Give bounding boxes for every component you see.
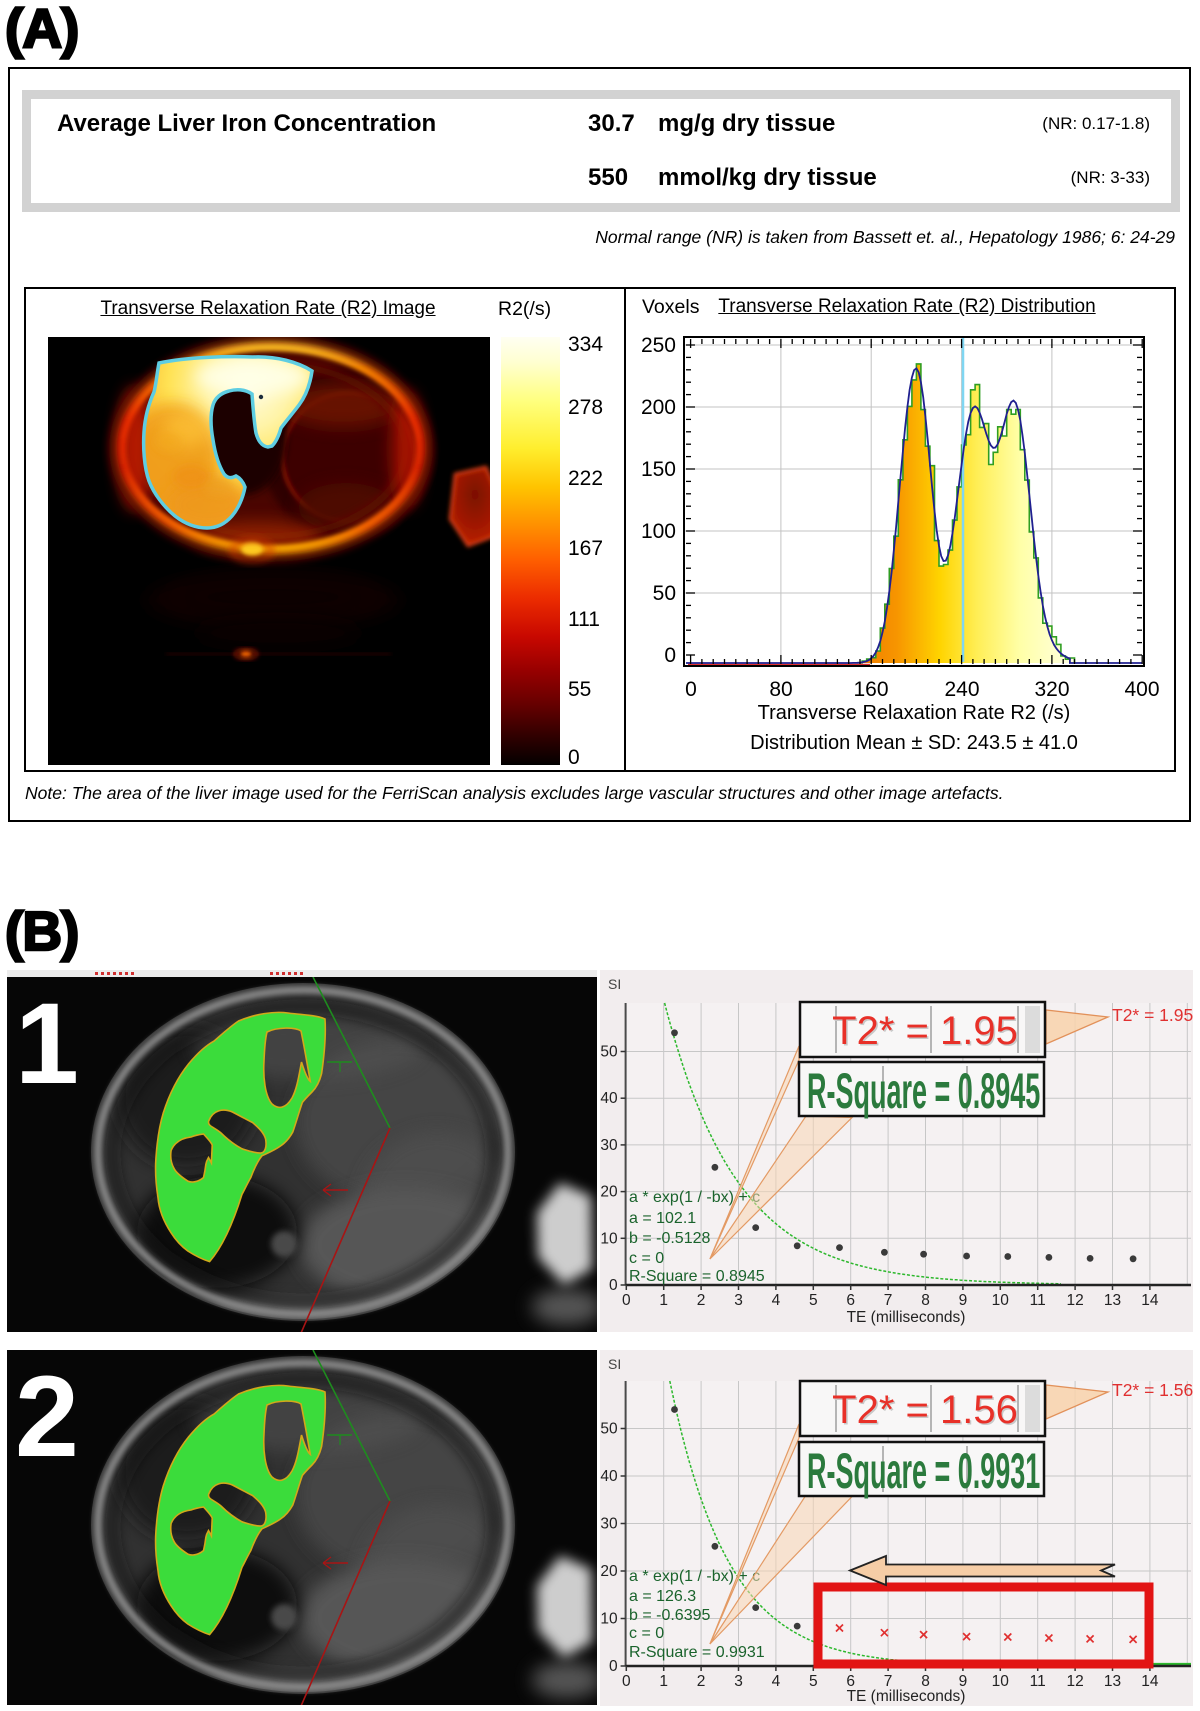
svg-text:R-Square = 0.8945: R-Square = 0.8945 [807,1063,1040,1119]
svg-text:R-Square = 0.9931: R-Square = 0.9931 [629,1644,765,1661]
svg-text:11: 11 [1030,1673,1046,1690]
svg-text:b = -0.5128: b = -0.5128 [629,1230,711,1247]
svg-text:5: 5 [809,1292,818,1309]
svg-text:20: 20 [600,1563,618,1580]
svg-text:100: 100 [641,520,676,543]
svg-text:11: 11 [1030,1292,1046,1309]
svg-text:250: 250 [641,334,676,357]
svg-text:320: 320 [1034,678,1069,701]
svg-text:6: 6 [846,1292,855,1309]
svg-text:a = 126.3: a = 126.3 [629,1588,696,1605]
svg-text:10: 10 [600,1611,618,1628]
svg-text:a = 102.1: a = 102.1 [629,1210,696,1227]
svg-text:240: 240 [944,678,979,701]
svg-text:9: 9 [959,1673,968,1690]
svg-text:5: 5 [809,1673,818,1690]
svg-text:3: 3 [734,1292,743,1309]
svg-text:0: 0 [685,678,697,701]
svg-text:10: 10 [600,1230,618,1247]
svg-text:0: 0 [622,1673,631,1690]
svg-text:80: 80 [769,678,792,701]
svg-text:8: 8 [921,1292,930,1309]
svg-text:8: 8 [921,1673,930,1690]
svg-text:c = 0: c = 0 [629,1625,664,1642]
svg-text:160: 160 [853,678,888,701]
svg-text:SI: SI [608,1356,621,1372]
svg-text:c = 0: c = 0 [629,1250,664,1267]
svg-text:7: 7 [884,1292,893,1309]
svg-text:R-Square = 0.8945: R-Square = 0.8945 [629,1268,765,1285]
svg-text:10: 10 [992,1673,1010,1690]
svg-text:T2* = 1.56: T2* = 1.56 [832,1388,1018,1432]
svg-text:0: 0 [609,1277,618,1294]
svg-text:400: 400 [1124,678,1159,701]
svg-text:TE (milliseconds): TE (milliseconds) [847,1309,966,1326]
svg-text:10: 10 [992,1292,1010,1309]
svg-text:30: 30 [600,1137,618,1154]
svg-text:40: 40 [600,1090,618,1107]
svg-text:1: 1 [659,1673,668,1690]
svg-text:50: 50 [600,1044,618,1061]
svg-text:TE (milliseconds): TE (milliseconds) [847,1688,966,1705]
svg-text:T2* = 1.95: T2* = 1.95 [1112,1005,1193,1025]
svg-text:2: 2 [697,1673,706,1690]
svg-text:150: 150 [641,458,676,481]
svg-text:13: 13 [1104,1292,1121,1309]
svg-text:2: 2 [15,1353,79,1481]
svg-text:4: 4 [772,1292,781,1309]
svg-text:14: 14 [1141,1673,1159,1690]
svg-text:0: 0 [609,1658,618,1675]
svg-text:20: 20 [600,1184,618,1201]
svg-text:0: 0 [622,1292,631,1309]
svg-text:12: 12 [1066,1673,1083,1690]
svg-text:a * exp(1 / -bx) + c: a * exp(1 / -bx) + c [629,1189,760,1206]
svg-text:6: 6 [846,1673,855,1690]
svg-text:0: 0 [664,644,676,667]
svg-text:7: 7 [884,1673,893,1690]
svg-text:3: 3 [734,1673,743,1690]
svg-text:12: 12 [1066,1292,1083,1309]
svg-text:40: 40 [600,1468,618,1485]
svg-text:30: 30 [600,1516,618,1533]
svg-text:50: 50 [600,1421,618,1438]
svg-text:1: 1 [659,1292,668,1309]
svg-text:13: 13 [1104,1673,1121,1690]
svg-text:50: 50 [653,582,676,605]
svg-text:SI: SI [608,976,621,992]
svg-text:4: 4 [772,1673,781,1690]
svg-text:9: 9 [959,1292,968,1309]
svg-text:a * exp(1 / -bx) + c: a * exp(1 / -bx) + c [629,1568,760,1585]
svg-text:b = -0.6395: b = -0.6395 [629,1607,711,1624]
svg-text:T2* = 1.56: T2* = 1.56 [1112,1380,1193,1400]
svg-text:200: 200 [641,396,676,419]
svg-text:1: 1 [15,980,79,1108]
svg-text:14: 14 [1141,1292,1159,1309]
svg-text:R-Square = 0.9931: R-Square = 0.9931 [807,1443,1040,1499]
svg-text:2: 2 [697,1292,706,1309]
svg-text:T2* = 1.95: T2* = 1.95 [832,1009,1018,1053]
